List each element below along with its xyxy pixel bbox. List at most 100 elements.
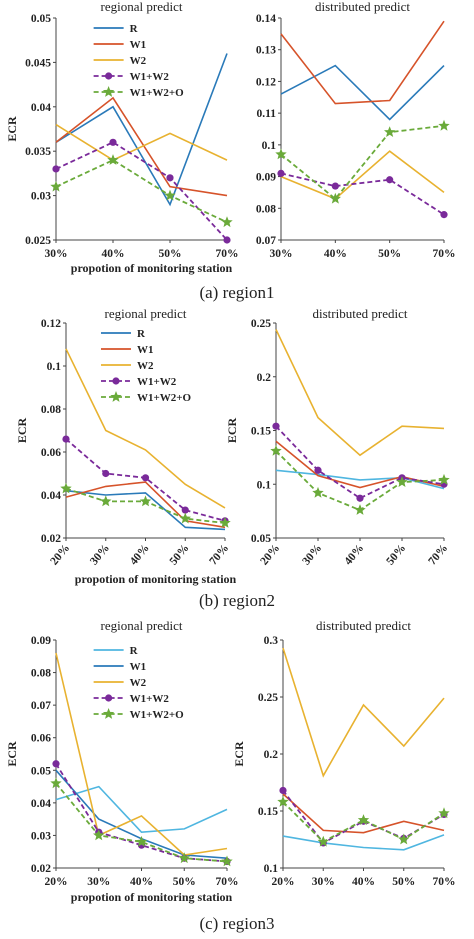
data-point-star [139,495,152,507]
y-tick-label: 0.04 [31,798,51,810]
legend: R W1 W2 W1+W2 W1+W2+O [100,328,192,404]
x-tick-label: 50% [384,542,408,567]
y-axis-label: ECR [5,116,19,142]
data-point-circle [166,174,174,182]
x-axis-label: propotion of monitoring station [71,890,233,904]
y-tick-label: 0.1 [264,863,279,875]
legend-label: R [130,23,139,35]
data-point-star [312,486,324,498]
data-point-star [329,192,341,204]
y-axis-label: ECR [5,741,19,767]
y-tick-label: 0.15 [251,426,271,438]
y-tick-label: 0.2 [257,372,272,384]
y-tick-label: 0.14 [256,13,276,25]
y-tick-label: 0.12 [41,318,61,330]
series-line-w2 [65,348,226,509]
legend-label: W1 [130,661,147,673]
y-tick-label: 0.1 [262,140,277,152]
y-tick-label: 0.25 [251,318,271,330]
legend-label: W1+W2+O [137,392,192,404]
y-tick-label: 0.035 [25,146,51,158]
x-tick-label: 30% [88,542,112,567]
y-tick-label: 0.04 [41,490,61,502]
data-point-circle [386,176,394,184]
series-line-r [282,834,445,851]
chart-3-2: distributed predict 0.1 0.15 0.2 0.25 0.3 20% 3… [232,618,456,888]
chart-3-1: regional predict 0.02 0.03 0.04 0.05 0.06 0.07… [5,618,239,888]
series-line-w1-plus-w2-plus-o [55,782,228,863]
chart-1-1: regional predict 0.025 0.03 0.035 0.04 0.045 0… [5,0,239,260]
chart-1-2: distributed predict 0.07 0.08 0.09 0.1 0.11 0.… [256,0,456,260]
data-point-star [164,189,176,201]
chart-title: regional predict [101,618,183,633]
x-tick-label: 30% [45,248,68,260]
data-point-circle [272,422,280,430]
x-tick-label: 40% [130,876,153,888]
legend-marker-star [110,391,122,402]
series-line-w1 [55,96,228,197]
data-point-star [135,835,148,847]
x-tick-label: 30% [270,248,293,260]
series-line-w1 [65,481,226,529]
data-point-star [100,495,112,507]
series-line-w2 [280,150,445,200]
series-line-r [280,64,445,121]
series-line-w1-plus-w2-plus-o [282,801,445,843]
series-line-w1-plus-w2 [280,172,445,216]
legend-label: W2 [137,360,154,372]
data-point-circle [279,786,287,795]
data-point-circle [52,165,60,173]
y-tick-label: 0.1 [47,361,62,373]
x-tick-label: 50% [173,876,196,888]
legend: R W1 W2 W1+W2 W1+W2+O [93,645,185,721]
legend-label: R [130,645,139,657]
data-point-circle [109,138,117,146]
x-tick-label: 30% [312,876,335,888]
legend-label: W1+W2 [130,693,170,705]
data-point-star [60,482,72,494]
y-tick-label: 0.12 [256,76,276,88]
data-point-circle [314,466,322,474]
y-tick-label: 0.1 [257,479,272,491]
data-point-star [357,814,370,825]
series-line-r [275,469,445,490]
y-tick-label: 0.05 [251,533,271,545]
legend-label: W1 [130,39,147,51]
panel-2: regional predict 0.02 0.04 0.06 0.08 0.1 0.12 2… [15,306,450,610]
legend-marker-star [102,708,115,719]
data-point-star [270,444,282,456]
data-point-star [93,829,105,841]
chart-title: distributed predict [315,0,410,14]
series-line-w2 [55,123,228,162]
x-tick-label: 40% [342,542,366,567]
data-point-star [396,476,408,487]
data-point-star [277,795,289,807]
series-line-w1-plus-w2-plus-o [280,124,445,201]
legend-label: W2 [130,55,147,67]
data-point-star [384,126,396,137]
y-tick-label: 0.3 [264,635,279,647]
legend-label: W1+W2+O [130,709,185,721]
legend-marker-circle [105,694,113,702]
data-point-circle [102,469,110,478]
chart-2-2: distributed predict 0.05 0.1 0.15 0.2 0.25 20%… [225,306,450,568]
x-tick-label: 40% [102,248,125,260]
legend-label: W1 [137,344,154,356]
panel-1: regional predict 0.025 0.03 0.035 0.04 0.045 0… [5,0,456,302]
series-line-r [65,489,226,531]
x-tick-label: 20% [45,876,68,888]
x-tick-label: 50% [168,542,192,567]
y-tick-label: 0.13 [256,45,276,57]
y-tick-label: 0.05 [31,765,51,777]
y-tick-label: 0.07 [256,235,276,247]
data-point-circle [62,435,70,443]
legend-label: R [137,328,146,340]
data-point-star [317,835,329,847]
x-tick-label: 40% [324,248,347,260]
y-tick-label: 0.15 [258,806,278,818]
y-tick-label: 0.07 [31,700,51,712]
y-tick-label: 0.08 [256,203,276,215]
y-axis-label: ECR [232,741,246,767]
data-point-star [438,473,450,485]
